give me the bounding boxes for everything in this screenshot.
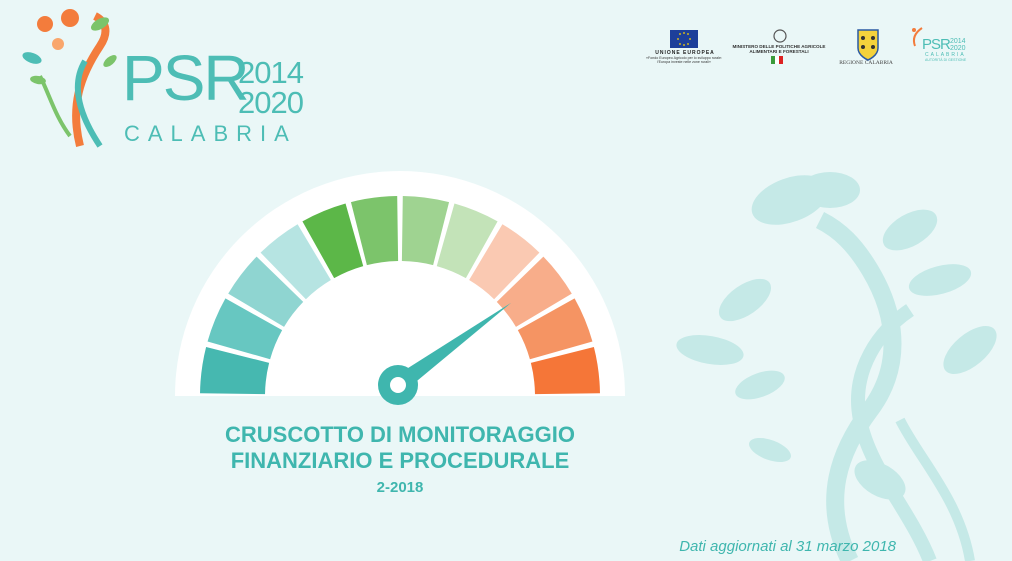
psr-small-year: 2020 bbox=[950, 45, 966, 52]
gauge-segment bbox=[228, 256, 304, 327]
gauge-segment bbox=[401, 196, 450, 266]
ministry-label-line: MINISTERO DELLE POLITICHE AGRICOLE bbox=[732, 44, 826, 49]
psr-logo-year-end: 2020 bbox=[238, 85, 304, 120]
gauge-segment bbox=[496, 256, 572, 327]
eu-flag-icon bbox=[670, 30, 698, 48]
gauge-segment bbox=[436, 203, 498, 279]
gauge-segment bbox=[469, 224, 540, 300]
psr-logo-plant-icon bbox=[22, 9, 117, 148]
italian-emblem-icon bbox=[773, 29, 787, 43]
ministry-label: MINISTERO DELLE POLITICHE AGRICOLE ALIME… bbox=[724, 44, 834, 54]
page-title: CRUSCOTTO DI MONITORAGGIO FINANZIARIO E … bbox=[150, 422, 650, 474]
psr-logo-mark: PSR bbox=[122, 42, 250, 114]
gauge-segment bbox=[517, 298, 593, 360]
eu-subtext-line: l'Europa investe nelle zone rurali» bbox=[657, 60, 711, 64]
gauge-needle-pointer bbox=[392, 302, 512, 393]
psr-logo-region: CALABRIA bbox=[124, 121, 297, 146]
gauge-segment bbox=[200, 346, 270, 395]
gauge-background bbox=[175, 171, 625, 396]
psr-small-year: 2014 bbox=[950, 38, 966, 45]
psr-logo-year-start: 2014 bbox=[238, 55, 304, 90]
psr-logo-years: 2014 2020 bbox=[238, 55, 304, 120]
page-title-line-2: FINANZIARIO E PROCEDURALE bbox=[230, 448, 570, 473]
gauge-segment bbox=[207, 298, 283, 360]
eu-subtext-line: «Fondo Europeo Agricolo per lo sviluppo … bbox=[646, 56, 722, 60]
gauge-needle-icon bbox=[378, 302, 512, 405]
update-note: Dati aggiornati al 31 marzo 2018 bbox=[679, 538, 896, 555]
gauge-segment bbox=[530, 346, 600, 395]
eu-subtext: «Fondo Europeo Agricolo per lo sviluppo … bbox=[638, 56, 730, 64]
psr-small-region: CALABRIA bbox=[925, 52, 966, 58]
page-title-line-1: CRUSCOTTO DI MONITORAGGIO bbox=[225, 422, 575, 447]
gauge-segment bbox=[260, 224, 331, 300]
page-subtitle: 2-2018 bbox=[376, 479, 424, 496]
partner-logos-graphics bbox=[670, 27, 923, 64]
gauge-segment bbox=[350, 196, 399, 266]
psr-small-years: 2014 2020 bbox=[950, 38, 966, 52]
psr-small-mark: PSR bbox=[922, 36, 951, 53]
region-label: REGIONE CALABRIA bbox=[839, 60, 893, 66]
gauge-needle-hub-center bbox=[390, 377, 406, 393]
calabria-shield-icon bbox=[857, 29, 879, 61]
gauge-segment bbox=[302, 203, 364, 279]
eu-label: UNIONE EUROPEA bbox=[655, 50, 715, 56]
ministry-label-line: ALIMENTARI E FORESTALI bbox=[749, 49, 809, 54]
gauge-segments bbox=[200, 196, 600, 395]
decorative-plant-graphic bbox=[676, 172, 997, 561]
gauge-graphic bbox=[175, 171, 625, 405]
psr-small-tagline: AUTORITÀ DI GESTIONE bbox=[925, 58, 967, 62]
